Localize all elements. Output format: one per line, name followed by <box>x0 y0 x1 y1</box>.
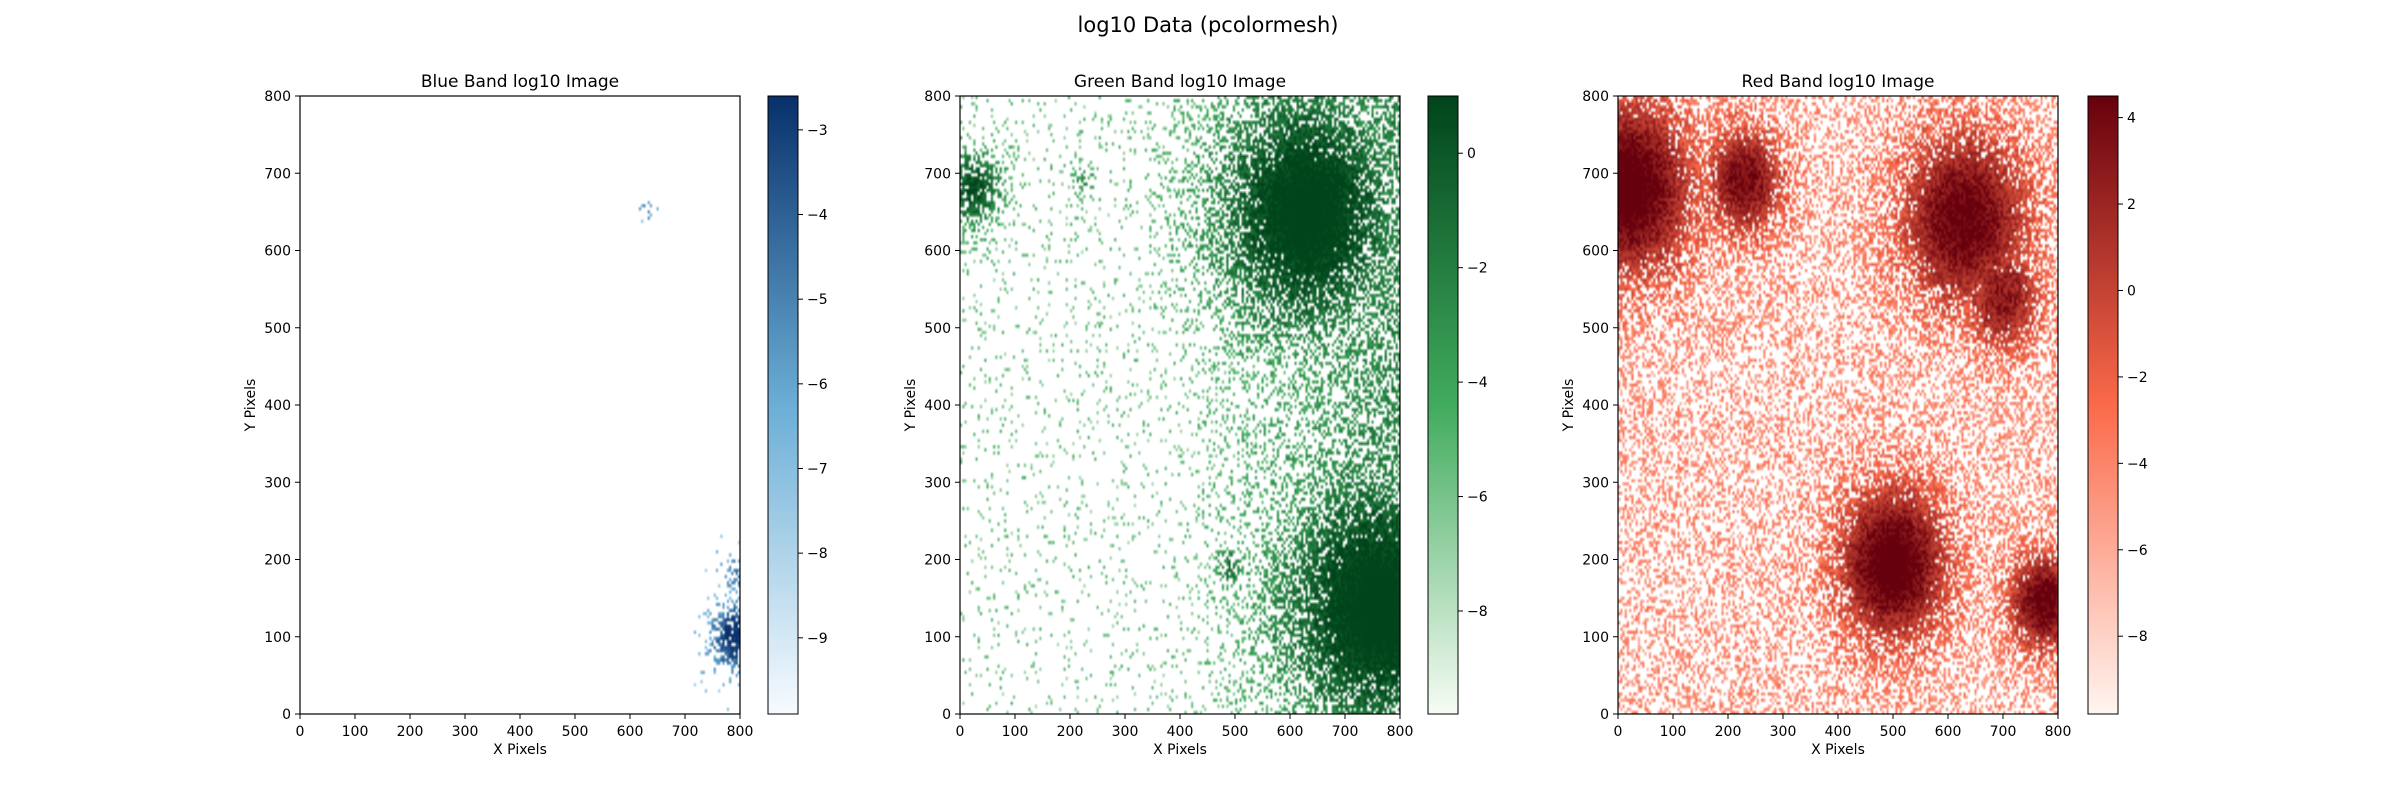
y-tick-label: 800 <box>1582 89 1609 105</box>
y-tick-label: 600 <box>924 244 951 260</box>
colorbar-tick-label: −2 <box>1467 261 1488 277</box>
y-tick-label: 300 <box>924 475 951 491</box>
colorbar-tick-label: 4 <box>2127 111 2136 127</box>
y-tick-label: 600 <box>1582 244 1609 260</box>
y-tick-label: 300 <box>264 475 291 491</box>
colorbar-tick-label: −3 <box>807 123 828 139</box>
colorbar <box>767 95 799 715</box>
y-tick-label: 400 <box>1582 398 1609 414</box>
x-tick-label: 300 <box>1112 724 1139 740</box>
x-tick-label: 300 <box>452 724 479 740</box>
x-tick-label: 500 <box>1222 724 1249 740</box>
y-tick-label: 400 <box>924 398 951 414</box>
axes-title: Red Band log10 Image <box>1742 72 1935 92</box>
x-tick-label: 800 <box>1387 724 1414 740</box>
y-tick-label: 600 <box>264 244 291 260</box>
y-tick-label: 100 <box>264 630 291 646</box>
x-tick-label: 600 <box>617 724 644 740</box>
y-axis-label: Y Pixels <box>1561 379 1577 433</box>
x-tick-label: 200 <box>1715 724 1742 740</box>
axes-title: Blue Band log10 Image <box>421 72 619 92</box>
colorbar-tick-label: −4 <box>807 208 828 224</box>
y-tick-label: 100 <box>1582 630 1609 646</box>
panel-2: Green Band log10 Image 0 100 200 300 400 500 60… <box>903 72 1488 758</box>
x-tick-label: 400 <box>1167 724 1194 740</box>
y-tick-label: 400 <box>264 398 291 414</box>
x-tick-label: 800 <box>727 724 754 740</box>
x-axis-label: X Pixels <box>493 742 547 758</box>
heatmap-image <box>960 96 1400 714</box>
x-tick-label: 700 <box>672 724 699 740</box>
x-tick-label: 100 <box>1002 724 1029 740</box>
colorbar-tick-label: −4 <box>2127 456 2148 472</box>
y-axis-label: Y Pixels <box>243 379 259 433</box>
y-tick-label: 100 <box>924 630 951 646</box>
x-tick-label: 100 <box>342 724 369 740</box>
colorbar-tick-label: −6 <box>807 377 828 393</box>
x-tick-label: 700 <box>1332 724 1359 740</box>
y-tick-label: 700 <box>1582 166 1609 182</box>
colorbar-tick-label: −9 <box>807 631 828 647</box>
x-tick-label: 300 <box>1770 724 1797 740</box>
x-axis-label: X Pixels <box>1811 742 1865 758</box>
x-tick-label: 400 <box>507 724 534 740</box>
colorbar-tick-label: −2 <box>2127 370 2148 386</box>
colorbar-tick-label: −8 <box>807 546 828 562</box>
colorbar-tick-label: −6 <box>2127 543 2148 559</box>
colorbar-tick-label: −4 <box>1467 375 1488 391</box>
y-tick-label: 800 <box>264 89 291 105</box>
y-tick-label: 200 <box>264 553 291 569</box>
y-tick-label: 500 <box>264 321 291 337</box>
colorbar-tick-label: −6 <box>1467 490 1488 506</box>
y-tick-label: 300 <box>1582 475 1609 491</box>
x-tick-label: 600 <box>1277 724 1304 740</box>
x-tick-label: 0 <box>296 724 305 740</box>
x-tick-label: 800 <box>2045 724 2072 740</box>
colorbar-tick-label: 0 <box>1467 146 1476 162</box>
y-axis-label: Y Pixels <box>903 379 919 433</box>
y-tick-label: 0 <box>1600 707 1609 723</box>
axes-title: Green Band log10 Image <box>1074 72 1286 92</box>
heatmap-image <box>300 96 740 714</box>
y-tick-label: 800 <box>924 89 951 105</box>
x-tick-label: 200 <box>1057 724 1084 740</box>
y-tick-label: 700 <box>924 166 951 182</box>
heatmap-image <box>1618 96 2058 714</box>
y-tick-label: 500 <box>924 321 951 337</box>
colorbar <box>2087 95 2119 715</box>
y-tick-label: 200 <box>924 553 951 569</box>
x-tick-label: 400 <box>1825 724 1852 740</box>
x-tick-label: 700 <box>1990 724 2017 740</box>
colorbar-tick-label: 2 <box>2127 197 2136 213</box>
colorbar <box>1427 95 1459 715</box>
x-tick-label: 500 <box>562 724 589 740</box>
y-tick-label: 200 <box>1582 553 1609 569</box>
x-tick-label: 600 <box>1935 724 1962 740</box>
y-tick-label: 0 <box>282 707 291 723</box>
x-tick-label: 500 <box>1880 724 1907 740</box>
figure-suptitle: log10 Data (pcolormesh) <box>1078 13 1339 37</box>
y-tick-label: 500 <box>1582 321 1609 337</box>
y-tick-label: 0 <box>942 707 951 723</box>
x-tick-label: 200 <box>397 724 424 740</box>
colorbar-tick-label: −5 <box>807 292 828 308</box>
colorbar-tick-label: −8 <box>1467 604 1488 620</box>
colorbar-tick-label: 0 <box>2127 283 2136 299</box>
y-tick-label: 700 <box>264 166 291 182</box>
x-tick-label: 100 <box>1660 724 1687 740</box>
colorbar-tick-label: −8 <box>2127 629 2148 645</box>
x-tick-label: 0 <box>956 724 965 740</box>
x-axis-label: X Pixels <box>1153 742 1207 758</box>
colorbar-tick-label: −7 <box>807 461 828 477</box>
panel-1: Blue Band log10 Image 0 100 200 300 400 500 600… <box>243 72 828 758</box>
x-tick-label: 0 <box>1614 724 1623 740</box>
